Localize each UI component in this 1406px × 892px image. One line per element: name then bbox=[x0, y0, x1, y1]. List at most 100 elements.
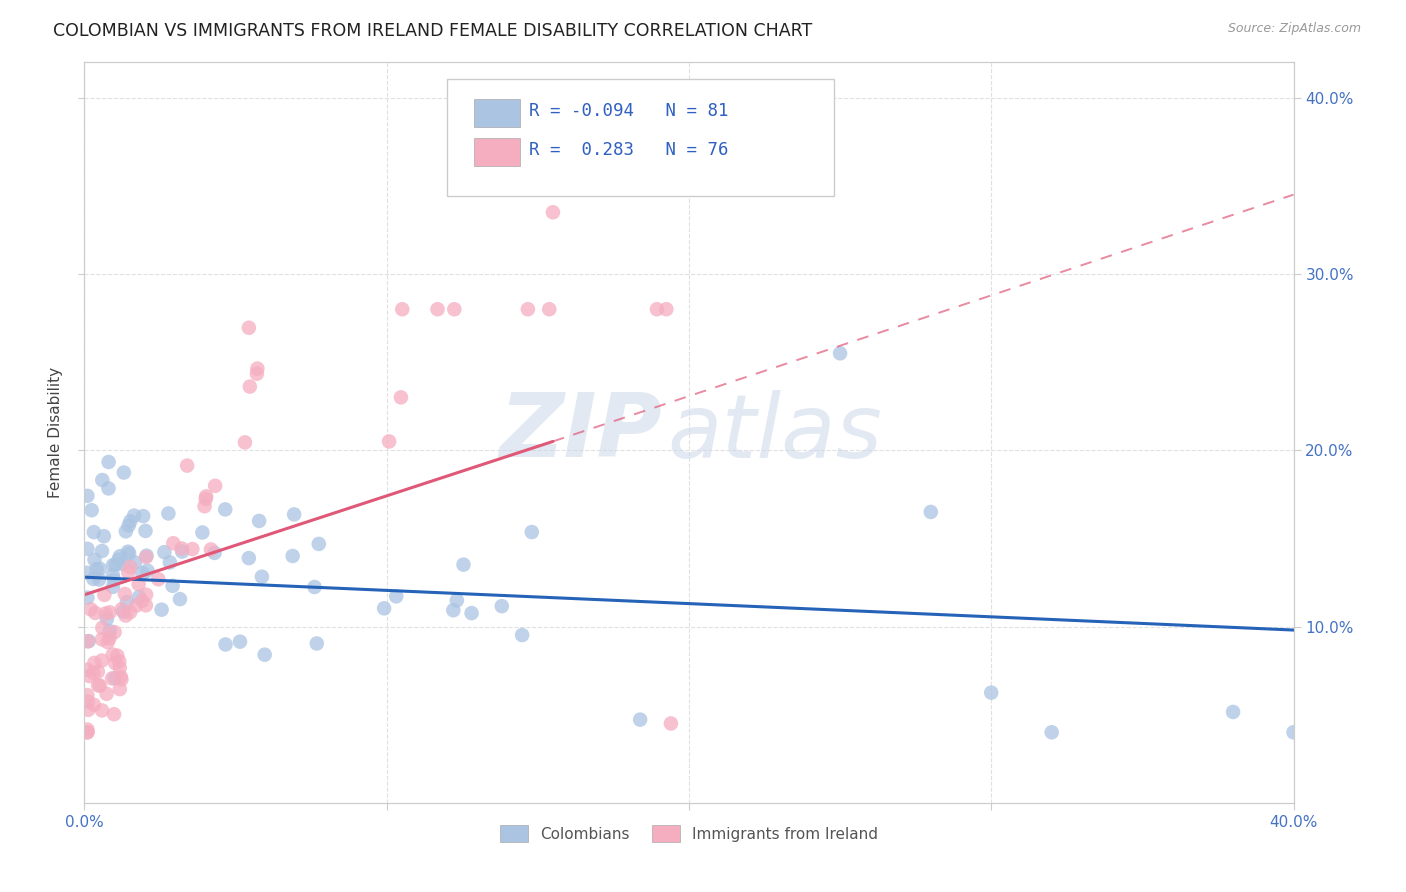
Point bbox=[229, 634, 252, 648]
Point bbox=[93, 529, 115, 543]
Point bbox=[114, 587, 136, 601]
Point bbox=[83, 553, 105, 567]
Y-axis label: Female Disability: Female Disability bbox=[48, 367, 63, 499]
Point bbox=[659, 716, 682, 731]
Point bbox=[131, 594, 153, 608]
Point bbox=[491, 599, 513, 614]
Point bbox=[104, 671, 127, 685]
Point bbox=[132, 509, 155, 524]
Point bbox=[246, 361, 269, 376]
Point bbox=[76, 489, 98, 503]
Point bbox=[120, 514, 142, 528]
Point bbox=[191, 525, 214, 540]
Point bbox=[77, 634, 100, 648]
Point bbox=[214, 502, 236, 516]
Legend: Colombians, Immigrants from Ireland: Colombians, Immigrants from Ireland bbox=[494, 819, 884, 848]
Point bbox=[247, 514, 270, 528]
Point bbox=[118, 546, 141, 560]
Point bbox=[308, 537, 330, 551]
Point bbox=[920, 505, 942, 519]
Point bbox=[135, 549, 157, 563]
Point bbox=[128, 590, 150, 604]
Point bbox=[1222, 705, 1244, 719]
Point bbox=[195, 489, 218, 503]
Point bbox=[385, 590, 408, 604]
Point bbox=[108, 661, 131, 675]
Point bbox=[115, 595, 138, 609]
Point bbox=[76, 725, 98, 739]
Point bbox=[80, 503, 103, 517]
Point bbox=[87, 573, 110, 587]
Point bbox=[200, 542, 222, 557]
Point bbox=[378, 434, 401, 449]
Point bbox=[101, 648, 124, 662]
Point bbox=[136, 564, 159, 578]
Point bbox=[172, 544, 194, 558]
Point bbox=[645, 302, 668, 317]
Point bbox=[98, 605, 121, 619]
Point bbox=[114, 608, 136, 623]
Point bbox=[93, 588, 115, 602]
Point bbox=[541, 205, 564, 219]
Point bbox=[76, 566, 98, 580]
Point bbox=[453, 558, 475, 572]
Point bbox=[204, 479, 226, 493]
Point bbox=[104, 558, 127, 572]
Point bbox=[194, 491, 217, 506]
Point bbox=[97, 482, 120, 496]
Point bbox=[110, 670, 132, 684]
Point bbox=[108, 654, 131, 668]
Point bbox=[239, 379, 262, 393]
Point bbox=[446, 593, 468, 607]
Point bbox=[91, 703, 114, 717]
Point bbox=[87, 665, 110, 679]
Point bbox=[283, 508, 305, 522]
Point bbox=[103, 707, 125, 722]
Point bbox=[114, 524, 136, 539]
Point bbox=[108, 682, 131, 697]
Point bbox=[628, 713, 651, 727]
Point bbox=[193, 500, 215, 514]
Point bbox=[111, 602, 134, 616]
Point bbox=[281, 549, 304, 563]
Point bbox=[246, 367, 269, 381]
Point bbox=[91, 473, 114, 487]
Point bbox=[520, 524, 543, 539]
Point bbox=[112, 466, 135, 480]
Point bbox=[89, 561, 111, 575]
Point bbox=[82, 665, 104, 680]
Point bbox=[120, 605, 142, 619]
Point bbox=[162, 579, 184, 593]
Point bbox=[112, 605, 135, 619]
Point bbox=[1040, 725, 1063, 739]
Point bbox=[655, 302, 678, 317]
Point bbox=[79, 669, 101, 683]
Point bbox=[101, 568, 124, 582]
Point bbox=[76, 591, 98, 605]
Point bbox=[97, 455, 120, 469]
Point bbox=[204, 546, 226, 560]
Point bbox=[176, 458, 198, 473]
Point bbox=[80, 602, 103, 616]
Point bbox=[90, 632, 112, 647]
Point bbox=[1282, 725, 1305, 739]
Point bbox=[441, 603, 464, 617]
Point bbox=[135, 599, 157, 613]
Point bbox=[89, 679, 111, 693]
Point bbox=[516, 302, 538, 317]
Point bbox=[76, 694, 98, 708]
Point bbox=[83, 656, 105, 670]
Point bbox=[76, 541, 98, 556]
Point bbox=[305, 636, 328, 650]
Point bbox=[108, 549, 131, 564]
Point bbox=[443, 302, 465, 317]
Point bbox=[135, 588, 157, 602]
Point bbox=[117, 566, 139, 580]
Point bbox=[77, 703, 100, 717]
Point bbox=[98, 631, 121, 645]
Point bbox=[170, 541, 193, 556]
Point bbox=[90, 654, 112, 668]
Point bbox=[150, 602, 173, 616]
Point bbox=[103, 573, 125, 587]
Point bbox=[96, 612, 118, 626]
